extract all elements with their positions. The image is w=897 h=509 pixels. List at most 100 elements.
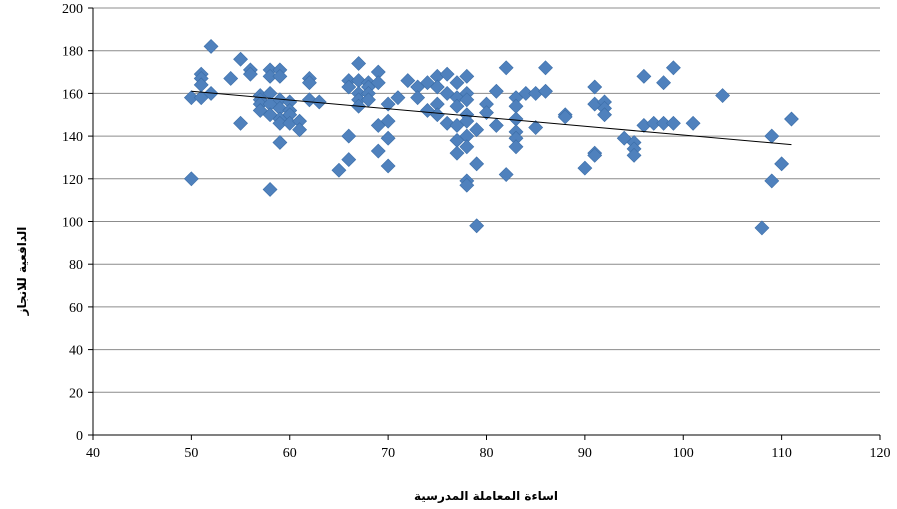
y-tick-label: 40 [69, 344, 83, 359]
y-tick-labels: 0 20 40 60 80 100 120 140 160 180 200 [62, 2, 83, 444]
y-tick-label: 160 [62, 87, 83, 102]
data-point [646, 115, 662, 131]
data-point [754, 220, 770, 236]
data-point [262, 182, 278, 197]
data-point [449, 98, 465, 114]
data-point [262, 68, 278, 84]
data-point [656, 115, 671, 131]
data-point [459, 177, 475, 193]
data-point [459, 92, 475, 108]
data-point [223, 71, 239, 86]
x-axis-title: اساءة المعاملة المدرسية [414, 489, 558, 503]
data-point [577, 160, 593, 176]
data-point [380, 158, 396, 174]
data-point [439, 115, 455, 131]
data-point [390, 90, 406, 106]
x-tick-label: 60 [283, 446, 297, 461]
data-point [715, 88, 731, 103]
data-point [292, 122, 308, 138]
data-point [272, 135, 288, 150]
data-point [469, 218, 485, 234]
data-point [764, 173, 780, 189]
x-tick-label: 70 [381, 446, 395, 461]
data-point [479, 105, 494, 121]
data-point [469, 156, 485, 172]
data-point [469, 122, 485, 138]
data-point [439, 66, 455, 82]
data-point [380, 113, 396, 129]
data-point [488, 118, 504, 133]
data-point [764, 128, 780, 144]
data-point [685, 115, 701, 131]
data-point [508, 98, 524, 114]
data-point [626, 147, 642, 163]
data-point [656, 75, 671, 91]
data-point [233, 115, 248, 131]
data-point [508, 111, 524, 127]
data-point [557, 109, 573, 125]
data-point [665, 60, 681, 76]
data-point [774, 156, 790, 172]
y-tick-label: 0 [76, 429, 83, 444]
data-point [449, 145, 465, 161]
x-tick-label: 120 [870, 446, 891, 461]
data-point [498, 60, 514, 76]
data-point [341, 79, 357, 95]
y-tick-label: 60 [69, 301, 83, 316]
data-point [538, 60, 553, 76]
y-tick-label: 80 [69, 258, 83, 273]
trendline [191, 90, 792, 146]
x-tick-label: 90 [578, 446, 592, 461]
data-point [272, 68, 288, 84]
data-point [498, 167, 514, 182]
data-point [459, 68, 475, 84]
data-point [341, 152, 357, 168]
data-point [183, 90, 199, 106]
data-point [459, 139, 475, 155]
y-tick-label: 180 [62, 45, 83, 60]
data-point [233, 51, 248, 67]
y-tick-label: 140 [62, 130, 83, 145]
y-tick-label: 120 [62, 173, 83, 188]
gridlines [93, 7, 880, 393]
x-tick-label: 110 [771, 446, 791, 461]
data-point [587, 147, 603, 163]
data-points [183, 39, 799, 236]
data-point [341, 128, 357, 144]
trendline-group [191, 90, 792, 146]
y-axis-title: الدافعية للانجاز [15, 227, 29, 317]
data-point [429, 79, 445, 95]
y-tick-label: 200 [62, 2, 83, 17]
data-point [449, 75, 465, 91]
x-tick-label: 40 [86, 446, 100, 461]
data-point [597, 107, 612, 123]
data-point [459, 113, 475, 129]
x-tick-labels: 40 50 60 70 80 90 100 110 120 [86, 446, 891, 461]
data-point [636, 68, 652, 84]
data-point [538, 83, 553, 99]
data-point [488, 83, 504, 99]
data-point [302, 92, 317, 108]
data-point [665, 115, 681, 131]
data-point [380, 96, 396, 112]
data-point [242, 66, 258, 82]
data-point [528, 120, 544, 135]
data-point [587, 79, 603, 95]
data-point [370, 75, 386, 91]
data-point [302, 75, 317, 91]
data-point [400, 73, 416, 89]
data-point [518, 85, 534, 101]
x-tick-label: 100 [673, 446, 694, 461]
data-point [380, 130, 396, 146]
y-tick-label: 20 [69, 386, 83, 401]
data-point [410, 90, 426, 106]
data-point [331, 162, 347, 178]
data-point [272, 115, 288, 131]
data-point [203, 39, 219, 54]
data-point [370, 143, 386, 159]
x-tick-label: 80 [480, 446, 494, 461]
x-tick-label: 50 [184, 446, 198, 461]
data-point [784, 111, 799, 127]
data-point [183, 171, 199, 187]
